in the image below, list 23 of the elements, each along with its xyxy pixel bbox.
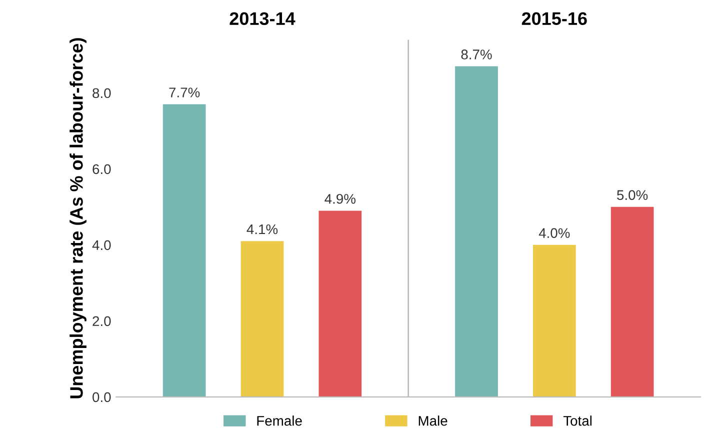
- data-label: 4.9%: [324, 194, 356, 204]
- legend-label: Female: [257, 416, 302, 426]
- y-tick-label: 8.0: [92, 88, 111, 98]
- y-tick-label: 4.0: [92, 240, 111, 250]
- bar: [610, 206, 654, 397]
- x-tick-label: 2015-16: [522, 12, 587, 26]
- x-tick-label: 2013-14: [230, 12, 296, 26]
- legend-label: Male: [418, 416, 448, 426]
- y-tick-label: 2.0: [92, 316, 111, 326]
- data-label: 4.0%: [538, 228, 570, 238]
- y-tick-label: 6.0: [92, 164, 111, 174]
- legend-label: Total: [563, 416, 592, 426]
- data-label: 8.7%: [461, 50, 492, 60]
- bar: [318, 210, 362, 397]
- bar: [455, 66, 498, 397]
- data-label: 5.0%: [617, 190, 648, 200]
- y-axis-title: Unemployment rate (As % of labour-force): [70, 38, 86, 398]
- data-label: 4.1%: [246, 224, 278, 234]
- bar: [240, 241, 284, 397]
- bar: [532, 244, 576, 397]
- data-label: 7.7%: [169, 88, 200, 98]
- y-tick-label: 0.0: [92, 392, 111, 402]
- bar: [162, 104, 206, 397]
